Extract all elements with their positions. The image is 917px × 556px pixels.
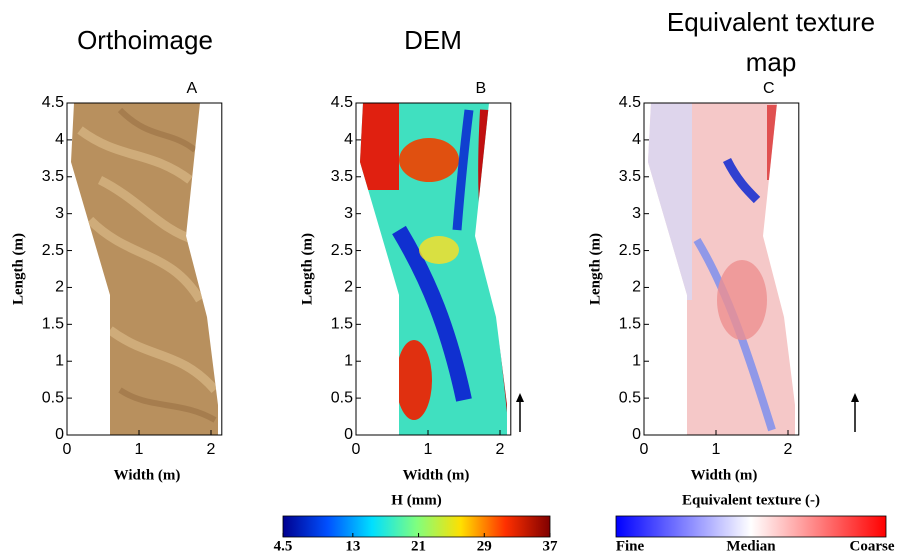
arrow-head: [516, 393, 524, 402]
x-tick-label: 2: [784, 441, 793, 458]
y-tick-label: 1.5: [42, 316, 64, 333]
y-tick-label: 0.5: [619, 389, 641, 406]
colorbar-tick-label: 13: [345, 538, 360, 554]
y-tick-label: 1: [55, 352, 64, 369]
axes-frame: [643, 102, 800, 436]
y-tick-label: 4.5: [331, 94, 353, 111]
x-tick-label: 1: [424, 441, 433, 458]
y-tick-label: 2.5: [331, 242, 353, 259]
colorbar: [615, 515, 887, 538]
panel-label: A: [186, 80, 197, 97]
colorbar-category: Coarse: [850, 538, 895, 554]
x-tick-label: 1: [712, 441, 721, 458]
y-tick-label: 0.5: [331, 389, 353, 406]
y-tick-label: 3.5: [331, 168, 353, 185]
panel-title: Orthoimage: [77, 25, 213, 55]
y-tick-label: 2: [55, 279, 64, 296]
colorbar-label: Equivalent texture (-): [682, 492, 820, 508]
panel-label: C: [763, 80, 775, 97]
y-tick-label: 2.5: [42, 242, 64, 259]
y-axis-label: Length (m): [10, 233, 26, 305]
y-tick-label: 0: [632, 426, 641, 443]
y-tick-label: 2: [344, 279, 353, 296]
colorbar-category: Fine: [616, 538, 645, 554]
y-tick-label: 4: [55, 131, 64, 148]
panel-label: B: [475, 80, 486, 97]
colorbar-tick-label: 29: [477, 538, 492, 554]
y-axis-label: Length (m): [299, 233, 315, 305]
arrow-head: [851, 393, 859, 402]
y-tick-label: 2: [632, 279, 641, 296]
axes-frame: [66, 102, 223, 436]
panel-title: DEM: [404, 25, 462, 55]
panel-title: Equivalent texture map: [666, 7, 876, 77]
x-axis-label: Width (m): [114, 467, 181, 483]
y-tick-label: 0: [344, 426, 353, 443]
y-tick-label: 3.5: [42, 168, 64, 185]
y-tick-label: 3: [55, 205, 64, 222]
dem-image: [360, 103, 507, 435]
y-axis-label: Length (m): [587, 233, 603, 305]
y-tick-label: 4.5: [42, 94, 64, 111]
colorbar-category: Median: [726, 538, 776, 554]
y-tick-label: 0: [55, 426, 64, 443]
y-tick-label: 1: [344, 352, 353, 369]
x-axis-label: Width (m): [691, 467, 758, 483]
y-tick-label: 4.5: [619, 94, 641, 111]
y-tick-label: 4: [344, 131, 353, 148]
y-tick-label: 1: [632, 352, 641, 369]
x-tick-label: 2: [207, 441, 216, 458]
y-tick-label: 3: [632, 205, 641, 222]
y-tick-label: 3.5: [619, 168, 641, 185]
orthoimage: [71, 103, 218, 435]
x-tick-label: 0: [640, 441, 649, 458]
y-tick-label: 1.5: [331, 316, 353, 333]
colorbar-label: H (mm): [391, 492, 441, 508]
y-tick-label: 1.5: [619, 316, 641, 333]
y-tick-label: 4: [632, 131, 641, 148]
y-tick-label: 2.5: [619, 242, 641, 259]
y-tick-label: 3: [344, 205, 353, 222]
x-tick-label: 0: [63, 441, 72, 458]
texture-image: [648, 103, 795, 435]
y-tick-label: 0.5: [42, 389, 64, 406]
axes-frame: [355, 102, 512, 436]
x-axis-label: Width (m): [403, 467, 470, 483]
colorbar-tick-label: 37: [543, 538, 559, 554]
x-tick-label: 1: [135, 441, 144, 458]
colorbar-tick-label: 4.5: [274, 538, 293, 554]
x-tick-label: 0: [352, 441, 361, 458]
x-tick-label: 2: [496, 441, 505, 458]
colorbar-tick-label: 21: [411, 538, 426, 554]
colorbar: [282, 515, 551, 538]
